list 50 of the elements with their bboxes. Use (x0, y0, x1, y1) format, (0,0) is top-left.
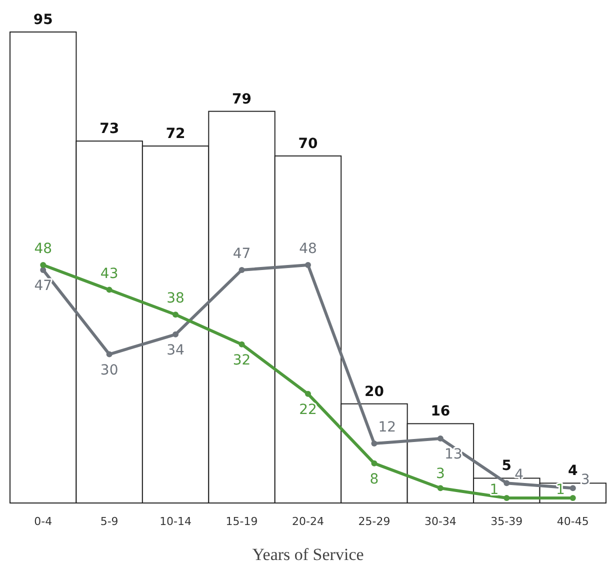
x-tick-label: 35-39 (490, 515, 523, 528)
point (437, 436, 444, 442)
point (305, 390, 311, 397)
data-label: 34 (166, 342, 185, 358)
point (371, 460, 378, 466)
x-tick-label: 15-19 (226, 515, 258, 528)
data-label: 12 (378, 420, 396, 436)
data-label: 73 (100, 121, 120, 138)
x-tick-label: 30-34 (424, 515, 456, 528)
point (172, 331, 179, 338)
point (106, 351, 112, 358)
data-label: 4 (568, 463, 578, 480)
data-label: 20 (364, 384, 384, 400)
data-label: 95 (33, 12, 53, 28)
x-tick-label: 5-9 (100, 515, 118, 528)
data-label: 5 (502, 458, 512, 474)
data-label: 22 (299, 402, 317, 418)
point (305, 262, 311, 268)
point (504, 480, 510, 486)
data-label: 47 (34, 278, 52, 294)
point (40, 262, 46, 268)
point (570, 485, 576, 492)
data-label: 3 (436, 466, 445, 482)
data-label: 32 (232, 352, 251, 368)
x-tick-label: 10-14 (160, 515, 192, 528)
point (437, 485, 444, 492)
data-label: 8 (370, 471, 379, 488)
data-label: 48 (299, 241, 317, 258)
data-label: 48 (34, 241, 52, 258)
data-label: 1 (490, 482, 499, 498)
point (371, 440, 378, 447)
point (106, 286, 112, 293)
data-label: 38 (166, 290, 184, 307)
x-tick-label: 40-45 (556, 515, 589, 528)
x-tick-label: 20-24 (292, 515, 324, 528)
data-label: 47 (232, 246, 251, 262)
data-label: 70 (298, 136, 318, 152)
x-tick-label: 0-4 (34, 515, 52, 528)
data-label: 43 (100, 266, 118, 282)
point (172, 312, 179, 318)
data-label: 30 (100, 362, 118, 378)
point (570, 495, 576, 502)
x-axis-title: Years of Service (252, 545, 364, 564)
data-label: 72 (166, 126, 186, 142)
x-tick-label: 25-29 (358, 515, 390, 528)
point (238, 341, 245, 348)
point (238, 266, 245, 273)
data-label: 79 (232, 91, 252, 108)
data-label: 16 (430, 404, 450, 420)
point (504, 495, 510, 502)
